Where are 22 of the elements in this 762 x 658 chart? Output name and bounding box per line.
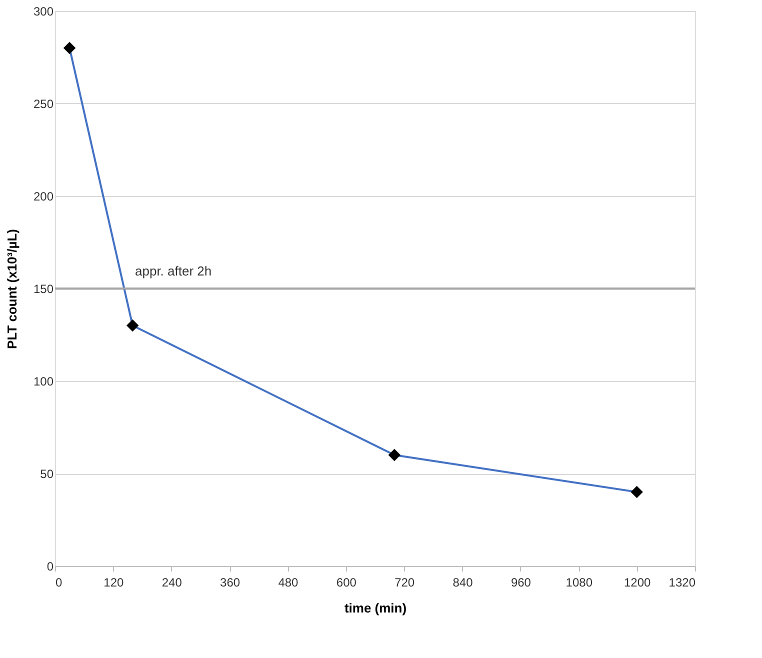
y-tick-label: 200: [33, 190, 54, 204]
x-tick-label: 360: [220, 576, 240, 590]
y-tick-label: 250: [33, 97, 54, 111]
x-tick-label: 840: [452, 576, 474, 590]
y-tick-label: 50: [40, 467, 54, 481]
x-tick-label: 480: [278, 576, 299, 590]
ref-line-label: appr. after 2h: [135, 264, 212, 278]
x-tick-label: 720: [394, 576, 415, 590]
x-tick-label: 120: [104, 576, 124, 590]
y-tick-label: 150: [33, 282, 54, 296]
x-tick-label: 1080: [566, 576, 593, 590]
x-tick-label: 960: [510, 576, 532, 590]
y-axis-title: PLT count (x10³/µL): [4, 229, 20, 349]
x-tick-label: 1320: [668, 576, 696, 590]
x-tick-label: 600: [336, 576, 357, 590]
x-tick-label: 1200: [624, 576, 651, 590]
x-tick-label: 240: [162, 576, 182, 590]
y-tick-label: 300: [33, 4, 54, 18]
y-tick-label: 0: [46, 560, 54, 574]
x-axis-title: time (min): [344, 600, 407, 616]
y-tick-label: 100: [33, 374, 54, 388]
x-tick-label: 0: [56, 576, 62, 590]
